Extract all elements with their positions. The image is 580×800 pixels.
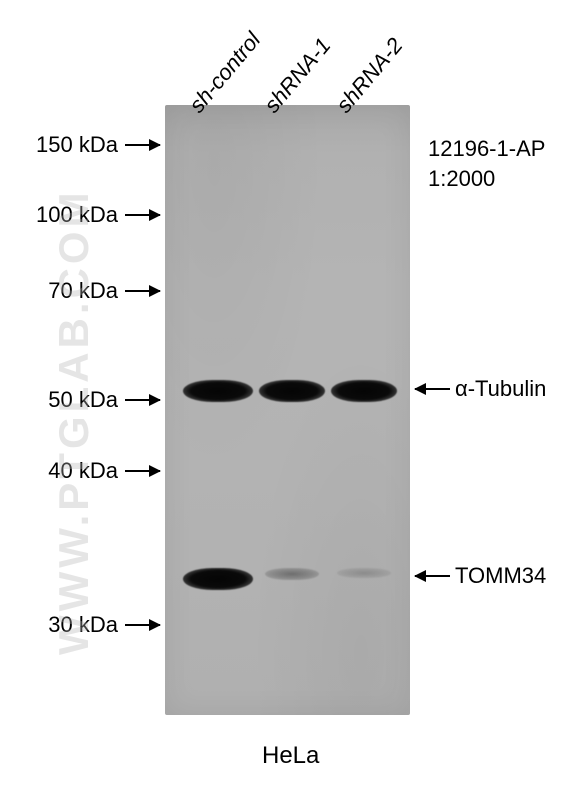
western-blot-figure: WWW.PTGLAB.COM sh-controlshRNA-1shRNA-2 … [0, 0, 580, 800]
mw-label-4: 40 kDa [8, 458, 118, 484]
mw-arrow-2 [125, 290, 160, 292]
mw-label-3: 50 kDa [8, 387, 118, 413]
mw-arrow-4 [125, 470, 160, 472]
antibody-dilution: 1:2000 [428, 164, 545, 194]
watermark-text: WWW.PTGLAB.COM [50, 188, 98, 655]
annotation-label-1: TOMM34 [455, 563, 546, 589]
annotation-arrow-1 [415, 575, 450, 577]
sample-label: HeLa [262, 742, 319, 770]
band-tubulin-lane1 [183, 380, 253, 402]
mw-label-5: 30 kDa [8, 612, 118, 638]
band-tubulin-lane3 [331, 380, 397, 402]
band-tomm34-lane1 [183, 568, 253, 590]
annotation-arrow-0 [415, 388, 450, 390]
antibody-info: 12196-1-AP 1:2000 [428, 134, 545, 193]
mw-arrow-0 [125, 144, 160, 146]
mw-arrow-5 [125, 624, 160, 626]
band-tomm34-lane2 [265, 568, 319, 580]
mw-arrow-1 [125, 214, 160, 216]
band-tubulin-lane2 [259, 380, 325, 402]
band-tomm34-lane3 [337, 568, 391, 578]
blot-membrane [165, 105, 410, 715]
mw-arrow-3 [125, 399, 160, 401]
mw-label-1: 100 kDa [8, 202, 118, 228]
mw-label-0: 150 kDa [8, 132, 118, 158]
antibody-catalog: 12196-1-AP [428, 134, 545, 164]
mw-label-2: 70 kDa [8, 278, 118, 304]
annotation-label-0: α-Tubulin [455, 376, 546, 402]
